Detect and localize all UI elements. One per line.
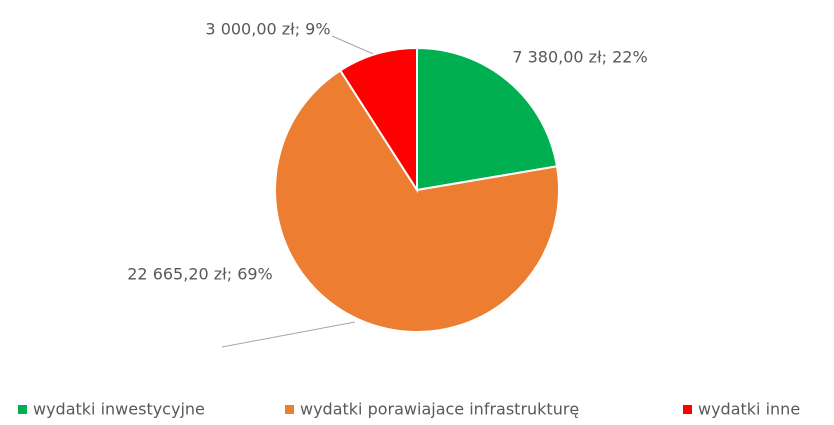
legend-swatch xyxy=(683,405,692,414)
legend-swatch xyxy=(18,405,27,414)
legend-label: wydatki inwestycyjne xyxy=(33,400,205,419)
data-label: 3 000,00 zł; 9% xyxy=(205,20,330,39)
legend-label: wydatki inne xyxy=(698,400,800,419)
legend-label: wydatki porawiajace infrastrukturę xyxy=(300,400,579,419)
legend-swatch xyxy=(285,405,294,414)
leader-line xyxy=(331,35,379,57)
pie-slice xyxy=(274,69,560,333)
data-label: 7 380,00 zł; 22% xyxy=(512,48,647,67)
leader-line xyxy=(221,321,356,348)
pie-slice xyxy=(338,46,418,194)
data-label: 22 665,20 zł; 69% xyxy=(127,265,273,284)
pie-slice xyxy=(416,46,559,192)
